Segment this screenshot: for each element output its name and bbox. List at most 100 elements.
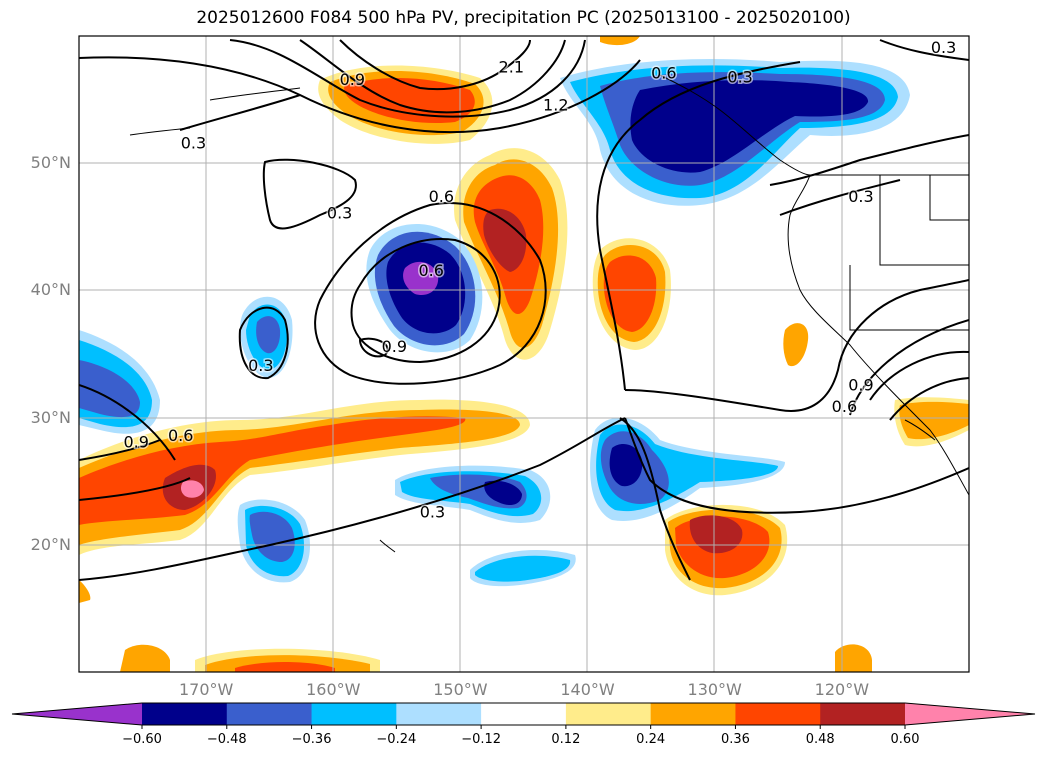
- contour-label: 0.6: [418, 261, 443, 280]
- lat-tick-label: 30°N: [30, 407, 71, 427]
- shade-region: [609, 444, 643, 487]
- colorbar-tick-label: 0.36: [720, 732, 750, 747]
- coastline: [129, 127, 191, 136]
- shade-region: [403, 261, 439, 296]
- pv-contours: [79, 39, 969, 581]
- lon-tick-label: 150°W: [433, 680, 488, 699]
- colorbar-cell: [311, 703, 397, 725]
- colorbar-tick-label: 0.48: [805, 732, 835, 747]
- shade-region: [475, 555, 571, 582]
- shade-region: [79, 580, 91, 603]
- pv-contour: [869, 350, 969, 401]
- contour-label: 0.3: [727, 67, 752, 86]
- colorbar-tick-label: −0.48: [206, 732, 247, 747]
- shade-region: [484, 480, 522, 506]
- contour-label: 0.3: [931, 38, 956, 57]
- shade-region: [600, 36, 640, 46]
- shade-region: [79, 360, 140, 418]
- colorbar-tick-label: −0.36: [291, 732, 332, 747]
- pv-contour: [299, 39, 566, 114]
- shade-region: [249, 511, 295, 562]
- chart-title: 2025012600 F084 500 hPa PV, precipitatio…: [196, 8, 851, 28]
- colorbar-cell: [565, 703, 652, 725]
- colorbar-cell: [650, 703, 736, 725]
- shade-region: [235, 662, 335, 672]
- pv-contour: [624, 279, 969, 412]
- lon-tick-label: 120°W: [814, 680, 870, 699]
- contour-label: 0.6: [832, 397, 857, 416]
- coastline: [904, 419, 936, 441]
- pv-contour: [79, 477, 191, 501]
- coastline: [849, 265, 969, 331]
- lat-tick-label: 40°N: [30, 280, 71, 300]
- pv-contour: [879, 39, 969, 61]
- pv-contour: [619, 417, 691, 581]
- coastline: [787, 174, 969, 496]
- coastline: [879, 175, 969, 266]
- colorbar-tick-label: −0.12: [461, 732, 502, 747]
- colorbar-tick-label: 0.60: [890, 732, 920, 747]
- pv-contour: [779, 179, 901, 216]
- colorbar-cell: [481, 703, 567, 725]
- pv-contour: [79, 417, 626, 581]
- contour-label: 0.9: [848, 375, 873, 394]
- pv-contour: [849, 319, 969, 416]
- contour-label: 0.6: [651, 64, 676, 83]
- pv-contour: [624, 417, 969, 514]
- pv-contour: [79, 56, 641, 134]
- shade-region: [689, 515, 743, 554]
- contour-label: 0.3: [248, 356, 273, 375]
- colorbar-cell: [820, 703, 906, 725]
- contour-labels: 0.3 0.3 0.6 0.9 2.1 1.2 0.6 0.3 0.3 0.3 0.6 0.9 0.3 0…: [122, 37, 958, 523]
- lat-tick-label: 20°N: [30, 534, 71, 554]
- shade-region: [120, 644, 170, 672]
- lon-tick-label: 160°W: [306, 680, 361, 699]
- pv-contour: [79, 439, 161, 461]
- coastline: [929, 175, 969, 221]
- shade-region: [899, 401, 969, 440]
- shade-region: [835, 644, 872, 672]
- colorbar-cell: [735, 703, 821, 725]
- colorbar-extend-low: [12, 703, 142, 725]
- contour-label: 0.9: [123, 433, 148, 452]
- shade-region: [630, 80, 869, 173]
- lon-tick-label: 140°W: [560, 680, 615, 699]
- coastline: [659, 74, 811, 176]
- contour-label: 0.6: [429, 187, 454, 206]
- pv-contour: [79, 384, 176, 461]
- shade-region: [180, 480, 204, 498]
- shade-region: [483, 208, 527, 272]
- colorbar-tick-label: 0.24: [636, 732, 666, 747]
- pv-contour: [596, 61, 801, 391]
- pv-contour: [179, 94, 301, 131]
- pv-contour: [769, 134, 969, 186]
- pv-contour: [262, 158, 357, 230]
- contour-label: 0.3: [848, 187, 873, 206]
- pv-contour: [314, 202, 547, 385]
- colorbar-tick-label: −0.60: [122, 732, 162, 747]
- colorbar-tick-label: −0.24: [376, 732, 417, 747]
- colorbar-extend-high: [905, 703, 1035, 725]
- colorbar-tick-label: 0.12: [551, 732, 581, 747]
- coastline: [379, 539, 396, 553]
- coastline: [209, 87, 301, 101]
- lon-tick-label: 130°W: [687, 680, 742, 699]
- shade-region: [256, 316, 281, 354]
- contour-label: 0.9: [382, 337, 407, 356]
- pv-contour: [889, 377, 969, 421]
- contour-label: 0.3: [420, 503, 445, 522]
- shade-region: [783, 323, 809, 367]
- contour-label: 0.3: [181, 134, 206, 153]
- grid-lines: [79, 36, 969, 672]
- contour-label: 0.3: [327, 204, 352, 223]
- shade-region: [603, 255, 657, 332]
- colorbar-cell: [396, 703, 482, 725]
- contour-label: 0.6: [168, 426, 193, 445]
- plot-frame: [78, 35, 970, 673]
- contour-label: 2.1: [499, 57, 524, 76]
- colorbar-cell: [142, 703, 228, 725]
- pv-contour: [238, 306, 289, 380]
- coastlines: [129, 74, 969, 553]
- lat-tick-label: 50°N: [30, 153, 71, 173]
